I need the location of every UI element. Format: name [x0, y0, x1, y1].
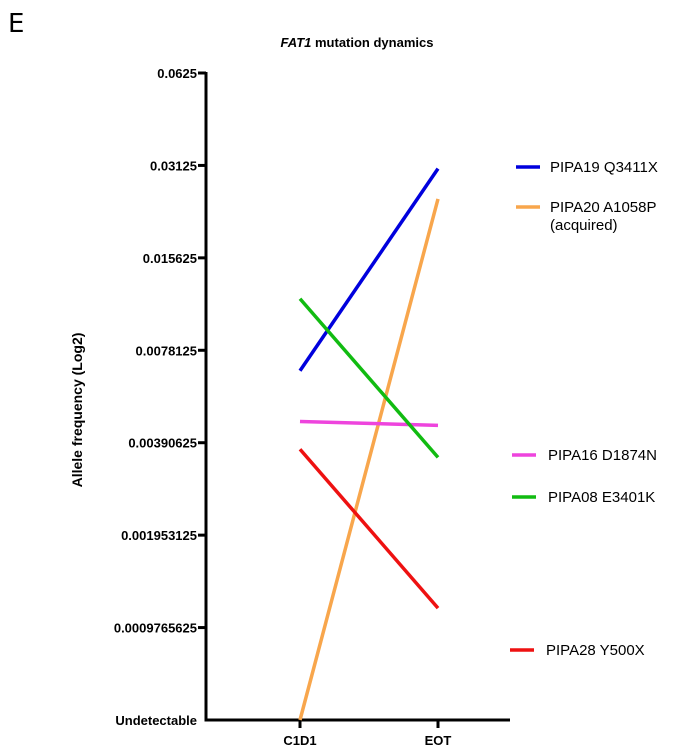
- x-tick-label: EOT: [425, 733, 452, 748]
- legend-label-3: PIPA16 D1874N: [548, 447, 657, 464]
- y-tick-label: 0.0009765625: [114, 621, 197, 636]
- y-tick-label: 0.0078125: [136, 343, 197, 358]
- series-line-1: [298, 167, 440, 372]
- series-line-2: [298, 198, 440, 721]
- y-tick-label: Undetectable: [115, 713, 197, 728]
- legend-label-5: PIPA28 Y500X: [546, 642, 645, 659]
- legend-label-1: PIPA19 Q3411X: [550, 159, 658, 176]
- x-tick-label: C1D1: [283, 733, 316, 748]
- series-line-5: [298, 448, 440, 610]
- series-line-3: [299, 419, 439, 428]
- title-rest: mutation dynamics: [311, 35, 433, 50]
- y-tick-label: 0.001953125: [121, 528, 197, 543]
- legend-label-2-line2: (acquired): [550, 217, 618, 234]
- legend-label-4: PIPA08 E3401K: [548, 489, 655, 506]
- legend: PIPA19 Q3411X PIPA20 A1058P(acquired) PIPA…: [510, 159, 658, 659]
- series-lines: [298, 167, 440, 721]
- title-gene: FAT1: [281, 35, 312, 50]
- chart-title: FAT1 mutation dynamics: [281, 35, 434, 50]
- panel-letter: E: [8, 9, 24, 39]
- y-tick-label: 0.03125: [150, 158, 197, 173]
- legend-label-2: PIPA20 A1058P: [550, 199, 656, 216]
- axes: Undetectable 0.0009765625 0.001953125 0.003…: [114, 66, 510, 748]
- y-axis-label: Allele frequency (Log2): [69, 333, 85, 488]
- series-line-4: [298, 297, 440, 459]
- y-tick-label: 0.0625: [157, 66, 197, 81]
- y-tick-label: 0.00390625: [128, 436, 197, 451]
- y-tick-label: 0.015625: [143, 251, 197, 266]
